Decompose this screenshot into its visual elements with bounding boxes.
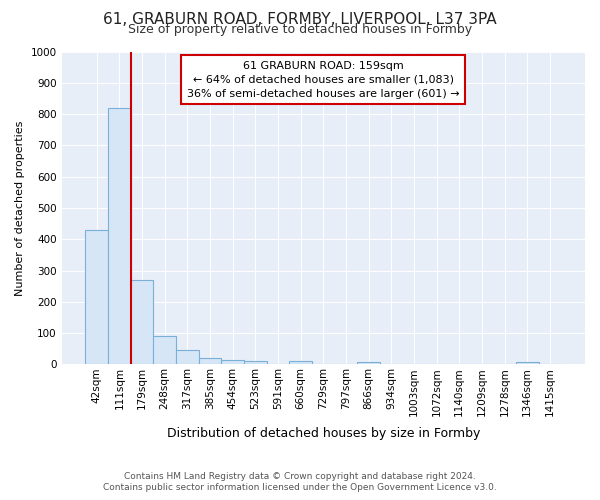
Bar (108, 108, 131, 364)
Bar (357, 362, 380, 364)
Bar (154, 336, 176, 364)
Bar (199, 358, 221, 364)
Bar (221, 360, 244, 364)
Text: 61 GRABURN ROAD: 159sqm
← 64% of detached houses are smaller (1,083)
36% of semi: 61 GRABURN ROAD: 159sqm ← 64% of detache… (187, 61, 460, 99)
Bar (131, 280, 154, 364)
Text: Contains HM Land Registry data © Crown copyright and database right 2024.
Contai: Contains HM Land Registry data © Crown c… (103, 472, 497, 492)
Bar (289, 361, 312, 364)
Text: 61, GRABURN ROAD, FORMBY, LIVERPOOL, L37 3PA: 61, GRABURN ROAD, FORMBY, LIVERPOOL, L37… (103, 12, 497, 28)
Text: Size of property relative to detached houses in Formby: Size of property relative to detached ho… (128, 22, 472, 36)
X-axis label: Distribution of detached houses by size in Formby: Distribution of detached houses by size … (167, 427, 480, 440)
Bar (516, 362, 539, 364)
Y-axis label: Number of detached properties: Number of detached properties (15, 120, 25, 296)
Bar (176, 350, 199, 364)
Bar (85, 230, 108, 364)
Bar (244, 361, 266, 364)
